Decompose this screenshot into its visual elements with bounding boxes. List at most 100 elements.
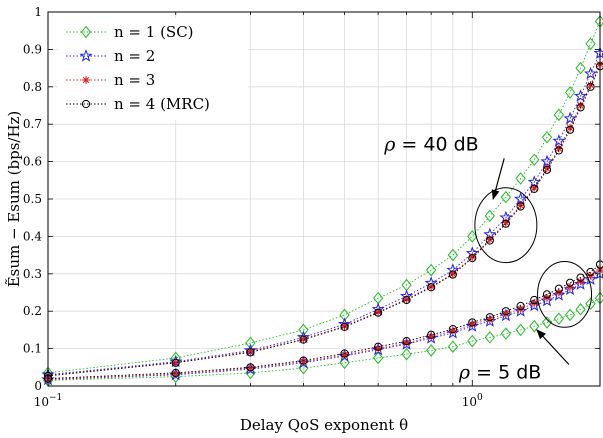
annotation-arrow	[491, 158, 505, 200]
data-point	[594, 15, 603, 28]
data-point	[246, 363, 255, 372]
data-point	[299, 335, 308, 344]
data-point	[340, 351, 349, 359]
data-point	[540, 154, 554, 168]
data-point	[574, 89, 588, 102]
data-point	[340, 322, 349, 332]
y-tick-label: 0.2	[23, 304, 42, 318]
legend-marker	[80, 25, 92, 39]
data-point	[516, 202, 525, 211]
data-point	[426, 344, 437, 357]
data-point	[448, 325, 457, 334]
data-point	[575, 61, 586, 75]
data-point	[542, 165, 552, 174]
annotation-ellipse	[474, 187, 538, 264]
data-point	[501, 219, 510, 228]
legend-entry: n = 2	[66, 47, 155, 65]
data-point	[552, 134, 566, 147]
data-point	[402, 295, 411, 305]
data-point	[467, 230, 478, 243]
data-point	[563, 111, 577, 125]
data-point	[401, 347, 412, 361]
data-point	[553, 108, 565, 122]
legend-label: n = 4 (MRC)	[114, 95, 210, 113]
data-point	[514, 304, 528, 317]
data-point	[299, 335, 308, 344]
legend-entry: n = 4 (MRC)	[66, 95, 210, 113]
data-point	[529, 153, 540, 167]
y-tick-label: 0.4	[23, 229, 42, 243]
data-point	[402, 337, 411, 346]
data-point	[530, 299, 539, 307]
data-point	[427, 283, 436, 292]
data-point	[576, 103, 585, 112]
legend-label: n = 3	[114, 71, 155, 89]
legend: n = 1 (SC) n = 2 n = 3 n = 4 (MRC)	[58, 18, 248, 120]
y-tick-label: 0.9	[23, 42, 42, 56]
data-point	[585, 297, 596, 311]
data-point	[554, 284, 563, 293]
data-point	[171, 368, 180, 378]
data-point	[468, 318, 477, 327]
data-point	[554, 146, 563, 155]
data-point	[374, 308, 383, 317]
data-point	[340, 322, 349, 330]
series-rho5-circle	[43, 260, 603, 383]
data-point	[553, 312, 565, 325]
annotation-label: ρ = 40 dB	[383, 133, 478, 155]
y-tick-label: 0.7	[23, 117, 42, 131]
data-point	[373, 351, 384, 365]
data-point	[299, 356, 308, 365]
y-tick-label: 0	[34, 379, 42, 393]
y-tick-label: 1	[34, 5, 42, 19]
series-line	[47, 21, 601, 374]
data-point	[585, 37, 596, 51]
data-point	[514, 192, 528, 205]
data-point	[586, 267, 595, 277]
data-point	[484, 209, 495, 223]
data-point	[465, 319, 479, 332]
y-tick-label: 0.8	[23, 80, 42, 94]
annotation-arrow	[536, 329, 570, 365]
data-point	[485, 313, 494, 322]
data-point	[515, 172, 526, 185]
y-axis-title: Ẽsum − Esum (bps/Hz)	[5, 111, 23, 288]
data-point	[594, 291, 603, 305]
data-point	[446, 325, 460, 339]
data-point	[374, 342, 383, 351]
data-point	[298, 323, 309, 337]
data-point	[427, 330, 436, 339]
data-point	[447, 248, 459, 262]
data-point	[246, 348, 255, 357]
x-tick-label: 100	[462, 393, 483, 409]
annotation-label: ρ = 5 dB	[458, 362, 541, 384]
data-point	[500, 190, 512, 204]
y-tick-label: 0.3	[23, 267, 42, 281]
data-point	[424, 331, 438, 344]
data-point	[447, 340, 459, 354]
data-point	[563, 282, 577, 296]
data-point	[468, 253, 477, 263]
data-point	[483, 314, 497, 327]
data-point	[541, 316, 553, 329]
legend-marker	[81, 99, 91, 109]
series-line	[47, 269, 601, 380]
data-point	[467, 334, 478, 348]
legend-entry: n = 3	[66, 71, 155, 89]
data-point	[499, 308, 513, 322]
series-line	[47, 64, 601, 376]
data-point	[574, 277, 588, 290]
data-point	[484, 331, 495, 344]
legend-label: n = 2	[114, 47, 155, 65]
annotations: ρ = 40 dB ρ = 5 dB	[383, 133, 593, 384]
data-point	[566, 283, 574, 291]
data-point	[485, 236, 494, 245]
data-point	[565, 125, 575, 134]
data-point	[448, 270, 457, 279]
series-line	[47, 273, 601, 381]
data-point	[501, 307, 510, 316]
data-point	[575, 303, 586, 316]
data-point	[576, 273, 585, 282]
legend-entry: n = 1 (SC)	[66, 23, 194, 41]
